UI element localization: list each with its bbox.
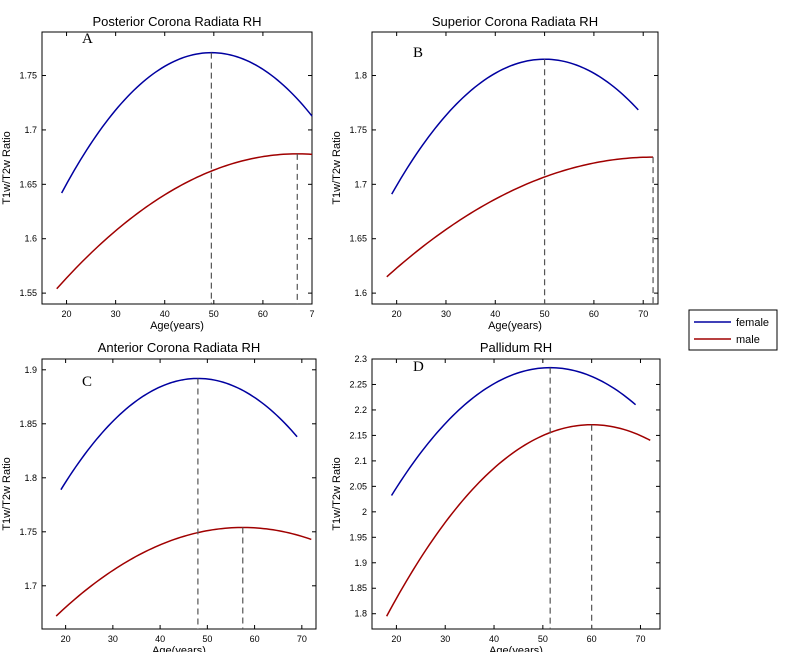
y-tick-label: 1.95 [349,532,367,542]
y-tick-label: 1.6 [354,288,367,298]
x-axis-label: Age(years) [152,645,206,652]
panel-b: Superior Corona Radiata RH B 20 30 40 50 60 70 1… [331,14,659,332]
x-axis-label: Age(years) [488,320,542,332]
x-tick-label: 30 [108,634,118,644]
y-tick-label: 1.8 [24,473,37,483]
chart-title: Pallidum RH [480,340,552,355]
x-tick-label-edge: 7 [309,309,314,319]
x-tick-label: 50 [209,309,219,319]
y-tick-label: 1.9 [24,365,37,375]
x-tick-label: 40 [490,309,500,319]
y-tick-label: 1.55 [19,288,37,298]
x-tick-label: 60 [589,309,599,319]
x-tick-label: 50 [540,309,550,319]
axes-box [41,358,317,630]
y-tick-label: 1.75 [19,71,37,81]
y-tick-label: 1.75 [19,527,37,537]
x-axis-label: Age(years) [150,320,204,332]
x-tick-label: 30 [440,634,450,644]
chart-title: Superior Corona Radiata RH [432,14,598,29]
y-tick-label: 1.9 [354,558,367,568]
panel-letter: D [413,359,424,375]
y-tick-label: 1.7 [354,179,367,189]
x-tick-label: 20 [391,634,401,644]
y-tick-label: 1.85 [19,419,37,429]
series-line-female [390,366,637,496]
y-tick-label: 2.25 [349,379,367,389]
legend-label-female: female [736,317,769,329]
axes-box [41,31,313,305]
panel-letter: C [82,374,92,390]
panel-c: Anterior Corona Radiata RH C 20 30 40 50 60 70 1… [1,340,317,652]
x-tick-label: 40 [160,309,170,319]
y-tick-label: 2.05 [349,481,367,491]
series-line-female [60,377,298,491]
series-line-male [55,526,312,617]
y-tick-label: 1.65 [19,179,37,189]
series-line-female [391,58,639,195]
panel-letter: A [82,31,93,47]
x-tick-label: 70 [638,309,648,319]
panel-letter: B [413,45,423,61]
y-tick-label: 2.1 [354,456,367,466]
x-tick-label: 60 [250,634,260,644]
x-tick-label: 20 [392,309,402,319]
y-tick-label: 2.2 [354,405,367,415]
x-tick-label: 20 [61,634,71,644]
y-tick-label: 1.65 [349,234,367,244]
panel-a: Posterior Corona Radiata RH A 20 30 40 50 60 7 1… [1,14,315,332]
y-tick-label: 2.15 [349,430,367,440]
series-line-female [60,51,313,194]
y-tick-label: 1.75 [349,125,367,135]
y-tick-label: 1.8 [354,71,367,81]
axes-box [371,358,661,630]
x-tick-label: 70 [635,634,645,644]
x-tick-label: 30 [111,309,121,319]
y-tick-label: 1.8 [354,609,367,619]
y-tick-label: 2 [362,507,367,517]
y-tick-label: 1.7 [24,581,37,591]
legend-box [688,309,778,351]
chart-title: Anterior Corona Radiata RH [98,340,261,355]
chart-title: Posterior Corona Radiata RH [92,14,261,29]
x-axis-label: Age(years) [489,645,543,652]
x-tick-label: 60 [587,634,597,644]
y-axis-label: T1w/T2w Ratio [1,131,13,204]
x-tick-label: 40 [489,634,499,644]
y-axis-label: T1w/T2w Ratio [331,457,343,530]
series-line-male [56,153,313,290]
legend: female male [688,309,778,351]
legend-label-male: male [736,334,760,346]
series-line-male [385,423,651,617]
x-tick-label: 70 [297,634,307,644]
y-tick-label: 1.85 [349,583,367,593]
panel-d: Pallidum RH D 20 30 40 50 60 70 1.8 1.85 1.9 1.95 2 2… [331,340,661,652]
y-axis-label: T1w/T2w Ratio [1,457,13,530]
x-tick-label: 30 [441,309,451,319]
x-tick-label: 20 [62,309,72,319]
y-tick-label: 2.3 [354,354,367,364]
axes-box [371,31,659,305]
x-tick-label: 50 [538,634,548,644]
x-tick-label: 60 [258,309,268,319]
x-tick-label: 50 [202,634,212,644]
x-tick-label: 40 [155,634,165,644]
y-axis-label: T1w/T2w Ratio [331,131,343,204]
y-tick-label: 1.7 [24,125,37,135]
y-tick-label: 1.6 [24,234,37,244]
series-line-male [386,156,654,278]
